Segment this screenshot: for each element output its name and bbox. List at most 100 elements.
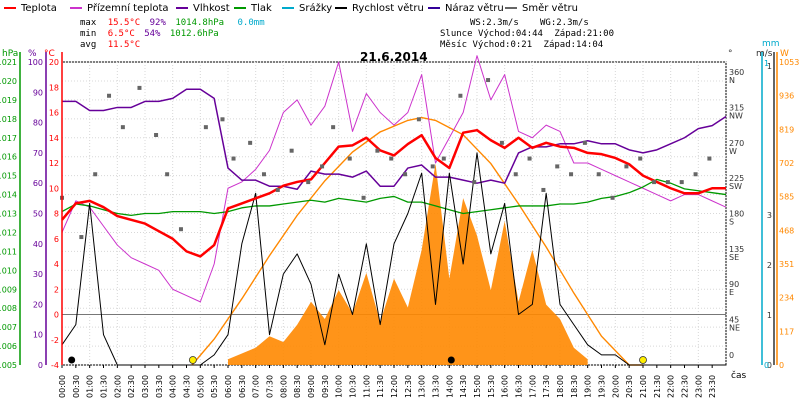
axis-w-tick: 819 <box>779 125 794 134</box>
axis-hpa-tick: 1007 <box>0 323 17 332</box>
axis-hpa-tick: 1016 <box>0 153 17 162</box>
legend-item: Tlak <box>234 3 272 15</box>
x-tick-label: 10:30 <box>349 375 358 398</box>
wind-dir-point <box>79 235 84 240</box>
wind-dir-point <box>513 172 518 177</box>
axis-hpa-tick: 1018 <box>0 115 17 124</box>
wind-dir-point <box>275 187 280 192</box>
x-tick-label: 00:30 <box>72 375 81 398</box>
sunset: Západ:21:00 <box>554 29 614 39</box>
x-tick-label: 05:30 <box>210 375 219 398</box>
stat-temp-avg: 11.5°C <box>107 40 141 50</box>
axis-c-tick: 12 <box>49 159 59 168</box>
axis-ms-tick: 0 <box>767 361 772 370</box>
wind-dir-point <box>638 156 643 161</box>
x-tick-label: 17:00 <box>528 375 537 398</box>
wind-dir-point <box>231 156 236 161</box>
stat-label: max <box>80 18 97 28</box>
axis-hpa-tick: 1021 <box>0 58 17 67</box>
x-tick-label: 05:00 <box>196 375 205 398</box>
wind-dir-point <box>306 180 311 185</box>
axis-w-tick: 936 <box>779 92 794 101</box>
stat-rain-max: 0.0mm <box>237 18 265 28</box>
sun-moon-marks <box>68 356 647 364</box>
wind-dir-point <box>679 180 684 185</box>
wind-dir-point <box>248 140 253 145</box>
axis-deg-tick: 0 <box>729 351 734 360</box>
axis-hpa-tick: 1011 <box>0 247 17 256</box>
axis-hpa-tick: 1015 <box>0 172 17 181</box>
legend-item: Náraz větru <box>428 3 504 15</box>
wind-dir-point <box>624 164 629 169</box>
axis-w-unit: W <box>780 49 789 59</box>
moonset-mark <box>447 356 455 364</box>
axis-hpa-tick: 1012 <box>0 228 17 237</box>
x-tick-label: 16:00 <box>501 375 510 398</box>
wind-dir-point <box>430 164 435 169</box>
x-tick-label: 22:30 <box>681 375 690 398</box>
axis-hpa-tick: 1017 <box>0 134 17 143</box>
axis-hpa-tick: 1019 <box>0 96 17 105</box>
x-tick-label: 19:00 <box>584 375 593 398</box>
axis-ms-tick: 1 <box>767 311 772 320</box>
axis-deg-tick: 225 <box>729 174 744 183</box>
axis-ms-tick: 2 <box>767 261 772 270</box>
axis-mm-tick: 1 <box>764 59 769 68</box>
wind-dir-point <box>107 93 112 98</box>
axis-c-tick: -2 <box>51 336 59 345</box>
axis-w-tick: 351 <box>779 260 794 269</box>
legend-swatch <box>428 7 440 9</box>
stat-label: avg <box>80 40 97 50</box>
series-temperature <box>61 128 726 258</box>
x-tick-label: 12:00 <box>390 375 399 398</box>
axis-c-unit: °C <box>44 49 55 59</box>
wind-dir-point <box>441 156 446 161</box>
series-humidity <box>62 88 727 191</box>
left-axes: hPa1021102010191018101710161015101410131… <box>0 49 63 370</box>
x-tick-label: 07:30 <box>266 375 275 398</box>
axis-c-tick: 18 <box>49 83 59 92</box>
x-tick-label: 23:30 <box>708 375 717 398</box>
x-tick-label: 13:00 <box>418 375 427 398</box>
x-tick-label: 21:30 <box>653 375 662 398</box>
wind-dir-point <box>261 172 266 177</box>
legend-swatch <box>70 7 82 9</box>
wind-dir-point <box>458 93 463 98</box>
wind-dir-point <box>665 180 670 185</box>
legend-label: Rychlost větru <box>352 3 424 14</box>
axis-pct-tick: 100 <box>28 58 43 67</box>
axis-pct-tick: 80 <box>33 119 43 128</box>
wind-dir-point <box>375 148 380 153</box>
x-tick-label: 01:30 <box>100 375 109 398</box>
stat-hum-min: 54% <box>144 29 161 39</box>
legend-item: Rychlost větru <box>335 3 424 15</box>
axis-c-tick: 14 <box>49 134 59 143</box>
legend-label: Srážky <box>299 3 333 14</box>
x-tick-label: 06:00 <box>224 375 233 398</box>
axis-ms-tick: 1 <box>767 62 772 71</box>
axis-c-tick: 2 <box>54 285 59 294</box>
axis-dir-tick: E <box>729 288 734 297</box>
axis-hpa-tick: 1013 <box>0 210 17 219</box>
stats-min: min 6.5°C 54% 1012.6hPa <box>80 29 219 40</box>
moon-info: Měsíc Východ:0:21 Západ:14:04 <box>440 40 603 51</box>
axis-c-tick: 6 <box>54 235 59 244</box>
sunset-mark <box>639 356 647 364</box>
wind-dir-point <box>472 180 477 185</box>
legend-item: Přízemní teplota <box>70 3 169 15</box>
wind-dir-point <box>555 164 560 169</box>
wind-dir-point <box>120 125 125 130</box>
wind-dir-point <box>499 140 504 145</box>
wind-dir-point <box>361 195 366 200</box>
sun-info: Slunce Východ:04:44 Západ:21:00 <box>440 29 614 40</box>
legend-item: Směr větru <box>505 3 578 15</box>
axis-pct-tick: 90 <box>33 88 43 97</box>
x-tick-label: 07:00 <box>252 375 261 398</box>
axis-deg-tick: 360 <box>729 68 744 77</box>
legend-label: Náraz větru <box>445 3 504 14</box>
x-tick-label: 15:30 <box>487 375 496 398</box>
legend-label: Tlak <box>251 3 272 14</box>
axis-hpa-tick: 1006 <box>0 342 17 351</box>
